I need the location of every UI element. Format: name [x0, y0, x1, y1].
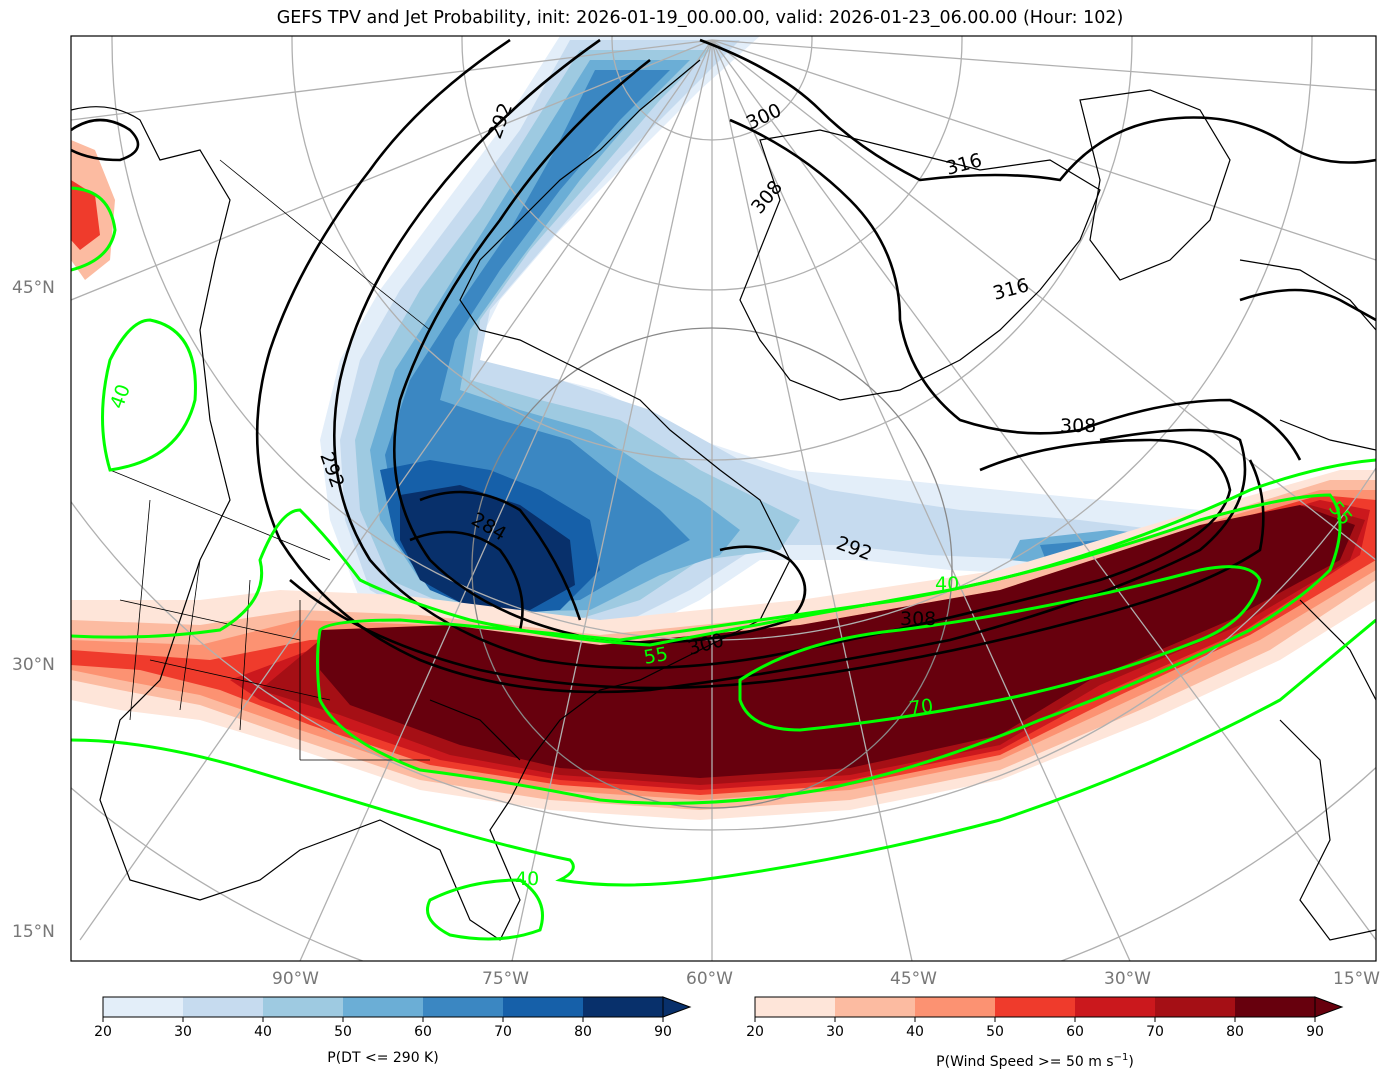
colorbar-tpv-segment — [263, 997, 344, 1017]
colorbar-jet-tick-label: 80 — [1226, 1024, 1244, 1040]
colorbar-tpv-tick-label: 50 — [334, 1024, 352, 1040]
colorbar-tpv-segment — [503, 997, 584, 1017]
theta-label-308: 308 — [900, 608, 936, 630]
colorbar-jet-extend-arrow — [1314, 996, 1344, 1018]
colorbar-tpv-label: P(DT <= 290 K) — [327, 1050, 438, 1066]
colorbar-tpv-tick-label: 80 — [574, 1024, 592, 1040]
colorbar-jet-tick-label: 60 — [1066, 1024, 1084, 1040]
jet-label-70: 70 — [908, 695, 935, 720]
colorbar-tpv-tick-label: 20 — [94, 1024, 112, 1040]
colorbar-jet-segment — [1075, 997, 1156, 1017]
colorbar-jet-segment — [915, 997, 996, 1017]
jet-label-40-south: 40 — [515, 868, 539, 890]
colorbar-tpv-extend-arrow — [662, 996, 692, 1018]
map-border — [70, 35, 1377, 962]
colorbar-tpv-segment — [423, 997, 504, 1017]
colorbar-jet: 20 30 40 50 60 70 80 90 P(Wind Speed >= 50 m s−… — [746, 996, 1344, 1070]
map-area: 284 292 292 292 300 300 308 308 308 316 … — [71, 36, 1376, 961]
lat-label-30n: 30°N — [12, 655, 55, 675]
coastlines — [71, 59, 1376, 941]
colorbar-jet-frame — [754, 996, 1316, 1018]
colorbar-tpv-segment — [103, 997, 184, 1017]
lat-label-45n: 45°N — [12, 278, 55, 298]
lon-label-75w: 75°W — [482, 969, 529, 989]
latitude-labels: 45°N 30°N 15°N — [12, 278, 55, 942]
colorbar-tpv-tick-label: 60 — [414, 1024, 432, 1040]
colorbar-jet-tick-label: 40 — [906, 1024, 924, 1040]
colorbar-tpv-frame — [102, 996, 664, 1018]
colorbar-jet-tick-label: 90 — [1306, 1024, 1324, 1040]
theta-contours — [71, 38, 1376, 694]
theta-label-308-east: 308 — [1060, 415, 1096, 437]
figure-title: GEFS TPV and Jet Probability, init: 2026… — [276, 8, 1124, 28]
colorbar-jet-tick-label: 20 — [746, 1024, 764, 1040]
colorbar-tpv-tick-label: 70 — [494, 1024, 512, 1040]
colorbar-tpv-tick-label: 90 — [654, 1024, 672, 1040]
lon-label-45w: 45°W — [890, 969, 937, 989]
colorbar-jet-tick-label: 70 — [1146, 1024, 1164, 1040]
colorbar-tpv-tick-label: 30 — [174, 1024, 192, 1040]
colorbar-jet-segment — [1155, 997, 1236, 1017]
colorbar-tpv-segment — [183, 997, 264, 1017]
colorbar-jet-segment — [995, 997, 1076, 1017]
jet-label-40-center: 40 — [935, 573, 959, 595]
lon-label-60w: 60°W — [686, 969, 733, 989]
colorbar-tpv: 20 30 40 50 60 70 80 90 P(DT <= 290 K) — [94, 996, 692, 1066]
lon-label-90w: 90°W — [272, 969, 319, 989]
colorbar-tpv-segment — [343, 997, 424, 1017]
colorbar-jet-segment — [1235, 997, 1316, 1017]
lon-label-30w: 30°W — [1104, 969, 1151, 989]
jet-contours — [71, 186, 1376, 941]
jet-label-55: 55 — [642, 643, 670, 669]
lat-label-15n: 15°N — [12, 922, 55, 942]
colorbar-jet-label: P(Wind Speed >= 50 m s−1) — [936, 1052, 1134, 1070]
colorbar-jet-segment — [755, 997, 836, 1017]
colorbar-jet-segment — [835, 997, 916, 1017]
colorbar-tpv-segment — [583, 997, 664, 1017]
longitude-labels: 90°W 75°W 60°W 45°W 30°W 15°W — [272, 969, 1380, 989]
lon-label-15w: 15°W — [1333, 969, 1380, 989]
colorbar-jet-tick-label: 50 — [986, 1024, 1004, 1040]
colorbar-tpv-tick-label: 40 — [254, 1024, 272, 1040]
colorbar-jet-tick-label: 30 — [826, 1024, 844, 1040]
